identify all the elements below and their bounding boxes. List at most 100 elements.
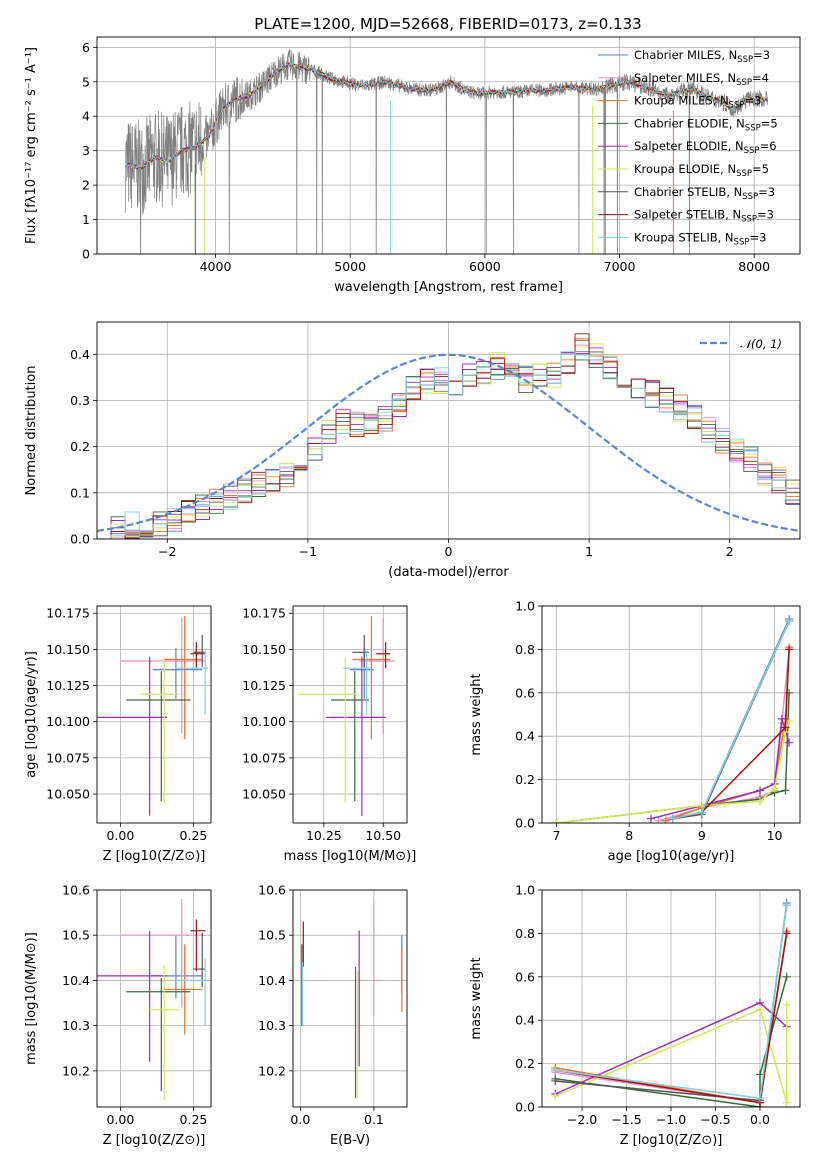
y-axis-label: Normed distribution xyxy=(24,366,39,496)
residuals-chart: −2 −1 0 1 2 0.0 0.1 0.2 0.3 0.4 (data-model)/error… xyxy=(24,321,801,580)
point-chabrier_elodie xyxy=(331,671,369,802)
x-axis-label: wavelength [Angstrom, rest frame] xyxy=(334,280,563,295)
series-marker xyxy=(782,929,791,938)
x-tick-label: 0 xyxy=(445,544,453,559)
x-tick-label: 10.50 xyxy=(365,828,401,843)
legend-name: Chabrier ELODIE, N xyxy=(634,116,745,130)
x-tick-label: 10 xyxy=(767,828,783,843)
y-tick-label: 0 xyxy=(82,247,90,262)
y-tick-label: 10.125 xyxy=(46,678,90,693)
x-tick-label: 10.25 xyxy=(306,828,342,843)
x-tick-label: 0.25 xyxy=(180,828,208,843)
x-tick-label: −2.0 xyxy=(567,1112,597,1127)
legend-label-chabrier_stelib: Chabrier STELIB, NSSP=3 xyxy=(634,185,775,202)
legend-count: =3 xyxy=(749,230,766,244)
model-spectrum-salpeter_elodie xyxy=(125,62,768,171)
point-kroupa_miles xyxy=(164,616,203,740)
legend-label-chabrier_elodie: Chabrier ELODIE, NSSP=5 xyxy=(634,116,778,133)
series-marker xyxy=(782,1001,791,1010)
y-tick-label: 10.4 xyxy=(62,973,90,988)
series-marker xyxy=(551,1092,560,1101)
y-tick-label: 0.6 xyxy=(515,685,535,700)
x-tick-label: −2 xyxy=(158,544,176,559)
x-axis-label: E(B-V) xyxy=(330,1133,370,1148)
x-tick-label: 7 xyxy=(553,828,561,843)
series-kroupa_stelib xyxy=(551,901,791,1103)
x-axis-label: Z [log10(Z/Z⊙)] xyxy=(620,1133,723,1148)
y-tick-label: 5 xyxy=(82,74,90,89)
mass_vs_Z-chart: 0.00 0.25 10.2 10.3 10.4 10.5 10.6 Z [log10(Z/Z… xyxy=(24,883,212,1148)
point-chabrier_stelib xyxy=(193,932,206,988)
legend: 𝒩(0, 1) xyxy=(700,337,782,351)
y-axis-label: mass weight xyxy=(469,957,484,1039)
x-tick-label: −0.5 xyxy=(700,1112,730,1127)
plot-area xyxy=(124,49,768,254)
legend-name: Salpeter STELIB, N xyxy=(634,208,741,222)
y-tick-label: 0.8 xyxy=(515,642,535,657)
series-marker xyxy=(755,1005,764,1014)
series-line xyxy=(555,976,788,1107)
point-kroupa_stelib xyxy=(342,650,369,715)
y-tick-label: 3 xyxy=(82,143,90,158)
y-axis-label: mass weight xyxy=(469,673,484,755)
x-tick-label: −1 xyxy=(299,544,317,559)
y-tick-label: 10.5 xyxy=(62,928,90,943)
y-tick-label: 0.8 xyxy=(515,926,535,941)
y-tick-label: 10.100 xyxy=(242,714,286,729)
point-salpeter_miles xyxy=(120,617,206,734)
y-tick-label: 10.175 xyxy=(46,606,90,621)
y-tick-label: 10.100 xyxy=(46,714,90,729)
y-tick-label: 10.175 xyxy=(242,606,286,621)
legend-label-kroupa_stelib: Kroupa STELIB, NSSP=3 xyxy=(634,230,766,247)
series-marker xyxy=(782,972,791,981)
y-tick-label: 0.0 xyxy=(515,1100,535,1115)
legend-sub: SSP xyxy=(744,146,760,156)
plot-area xyxy=(97,899,209,1101)
x-axis-label: mass [log10(M/M⊙)] xyxy=(284,849,417,864)
grid xyxy=(97,606,211,823)
y-tick-label: 10.6 xyxy=(258,883,286,898)
legend-count: =5 xyxy=(761,116,778,130)
point-kroupa_elodie xyxy=(140,658,179,803)
y-tick-label: 6 xyxy=(82,40,90,55)
y-tick-label: 0.3 xyxy=(70,393,90,408)
legend-name: Chabrier MILES, N xyxy=(634,48,737,62)
series-marker xyxy=(785,738,794,747)
series-marker xyxy=(781,723,790,732)
x-tick-label: 9 xyxy=(698,828,706,843)
point-chabrier_stelib xyxy=(193,634,206,667)
series-line xyxy=(650,718,790,820)
point-salpeter_stelib xyxy=(376,642,391,669)
x-tick-label: 7000 xyxy=(604,259,636,274)
legend-label-chabrier_miles: Chabrier MILES, NSSP=3 xyxy=(634,48,770,65)
axes-frame xyxy=(96,321,801,540)
plot-area xyxy=(297,616,396,816)
y-tick-label: 10.6 xyxy=(62,883,90,898)
series-marker xyxy=(781,786,790,795)
legend-label-salpeter_elodie: Salpeter ELODIE, NSSP=6 xyxy=(634,139,777,156)
y-tick-label: 10.3 xyxy=(258,1018,286,1033)
y-tick-label: 0.4 xyxy=(515,1013,535,1028)
y-tick-label: 10.150 xyxy=(242,642,286,657)
axes-frame xyxy=(96,605,212,824)
series-marker xyxy=(756,786,765,795)
series-marker xyxy=(785,617,794,626)
legend-sub: SSP xyxy=(736,169,752,179)
series-kroupa_miles xyxy=(661,643,794,823)
y-tick-label: 1 xyxy=(82,212,90,227)
age_vs_Z-chart: 0.00 0.25 10.050 10.075 10.100 10.125 10.150 10… xyxy=(24,605,212,864)
y-tick-label: 0.4 xyxy=(515,729,535,744)
legend-name: Kroupa STELIB, N xyxy=(634,230,734,244)
x-tick-label: 8 xyxy=(625,828,633,843)
series-marker xyxy=(552,819,561,823)
x-tick-label: 0.0 xyxy=(750,1112,770,1127)
observed-spectrum xyxy=(124,49,768,254)
plot-area xyxy=(301,899,403,1098)
series-marker xyxy=(770,784,779,793)
x-axis-label: (data-model)/error xyxy=(388,565,509,580)
series-marker xyxy=(756,797,765,806)
chart-title: PLATE=1200, MJD=52668, FIBERID=0173, z=0… xyxy=(254,15,641,33)
mass_vs_ebv-chart: 0.0 0.1 10.2 10.3 10.4 10.5 10.6 E(B-V) xyxy=(258,883,408,1148)
point-kroupa_miles xyxy=(352,616,391,740)
legend-sub: SSP xyxy=(742,192,758,202)
